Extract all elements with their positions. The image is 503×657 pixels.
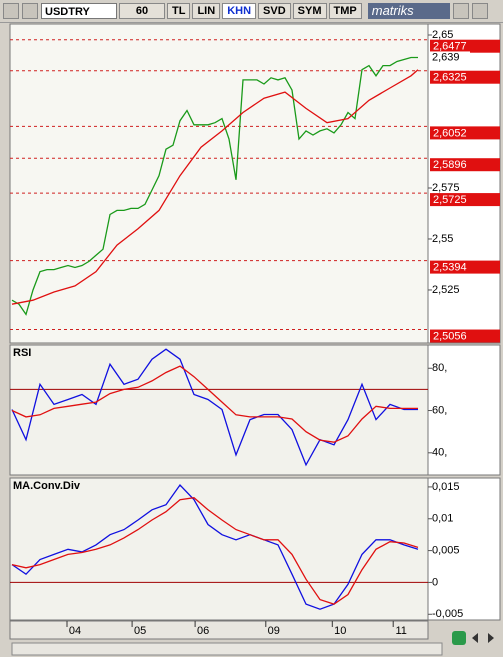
x-tick-label: 10 <box>334 625 346 637</box>
level-label: 2,6325 <box>433 72 467 84</box>
button-group: TL LIN KHN SVD SYM TMP <box>165 3 362 19</box>
y-tick-label: 40, <box>432 447 447 459</box>
series-line <box>11 483 419 610</box>
x-tick-label: 09 <box>268 625 280 637</box>
icon[interactable] <box>3 3 19 19</box>
x-tick-label: 05 <box>134 625 146 637</box>
y-tick-label: 0,005 <box>432 544 460 556</box>
level-label-box <box>430 70 500 84</box>
series-line <box>11 365 418 443</box>
y-tick-label: 80, <box>432 362 447 374</box>
y-tick-label: 0 <box>432 576 438 588</box>
panel-title: RSI <box>13 347 31 359</box>
level-label: 2,5725 <box>433 194 467 206</box>
level-label: 2,5056 <box>433 330 467 342</box>
y-tick-label: -0,005 <box>432 608 463 620</box>
level-label: 2,5896 <box>433 159 467 171</box>
y-tick-label: 0,01 <box>432 513 453 525</box>
logo: matriks <box>367 3 450 19</box>
toolbar-button[interactable]: KHN <box>222 3 257 19</box>
level-label: 2,5394 <box>433 262 467 274</box>
x-tick-label: 04 <box>69 625 81 637</box>
period-button[interactable]: 60 <box>119 3 165 19</box>
level-label-box <box>430 158 500 172</box>
level-label-box <box>430 126 500 140</box>
level-label-box <box>430 260 500 274</box>
series-line <box>11 56 418 316</box>
level-label-box <box>430 193 500 207</box>
y-tick-label: 2,65 <box>432 29 453 41</box>
x-tick-label: 11 <box>395 625 406 637</box>
last-price-box <box>430 51 470 64</box>
y-tick-label: 0,015 <box>432 481 460 493</box>
panel-title: MA.Conv.Div <box>13 480 81 492</box>
level-label: 2,6052 <box>433 127 467 139</box>
y-tick-label: 2,575 <box>432 182 460 194</box>
x-tick-label: 06 <box>197 625 209 637</box>
toolbar-button[interactable]: SVD <box>258 3 291 19</box>
icon[interactable] <box>22 3 38 19</box>
icon[interactable] <box>471 3 488 19</box>
toolbar-button[interactable]: TL <box>167 3 191 19</box>
level-label: 2,6477 <box>433 41 467 53</box>
toolbar-button[interactable]: TMP <box>328 3 362 19</box>
series-line <box>11 497 419 605</box>
toolbar-button[interactable]: LIN <box>192 3 221 19</box>
y-tick-label: 60, <box>432 404 447 416</box>
icon[interactable] <box>452 3 469 19</box>
level-label-box <box>430 39 500 53</box>
last-price-label: 2,639 <box>432 51 460 63</box>
toolbar-button[interactable]: SYM <box>292 3 327 19</box>
series-line <box>11 69 419 305</box>
symbol-field[interactable]: USDTRY <box>41 3 117 19</box>
level-label-box <box>430 329 500 343</box>
toolbar: USDTRY 60 TL LIN KHN SVD SYM TMP matriks <box>0 0 503 23</box>
series-line <box>11 348 418 467</box>
y-tick-label: 2,525 <box>432 284 460 296</box>
y-tick-label: 2,55 <box>432 233 453 245</box>
